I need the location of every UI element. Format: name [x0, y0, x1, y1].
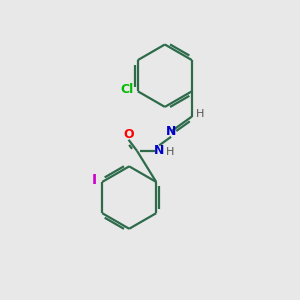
Text: N: N [154, 144, 164, 157]
Text: Cl: Cl [120, 83, 133, 96]
Text: H: H [166, 147, 175, 157]
Text: N: N [166, 125, 176, 138]
Text: O: O [123, 128, 134, 141]
Text: H: H [196, 109, 204, 119]
Text: I: I [91, 173, 96, 188]
